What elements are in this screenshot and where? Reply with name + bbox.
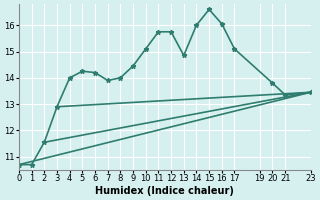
X-axis label: Humidex (Indice chaleur): Humidex (Indice chaleur) (95, 186, 234, 196)
